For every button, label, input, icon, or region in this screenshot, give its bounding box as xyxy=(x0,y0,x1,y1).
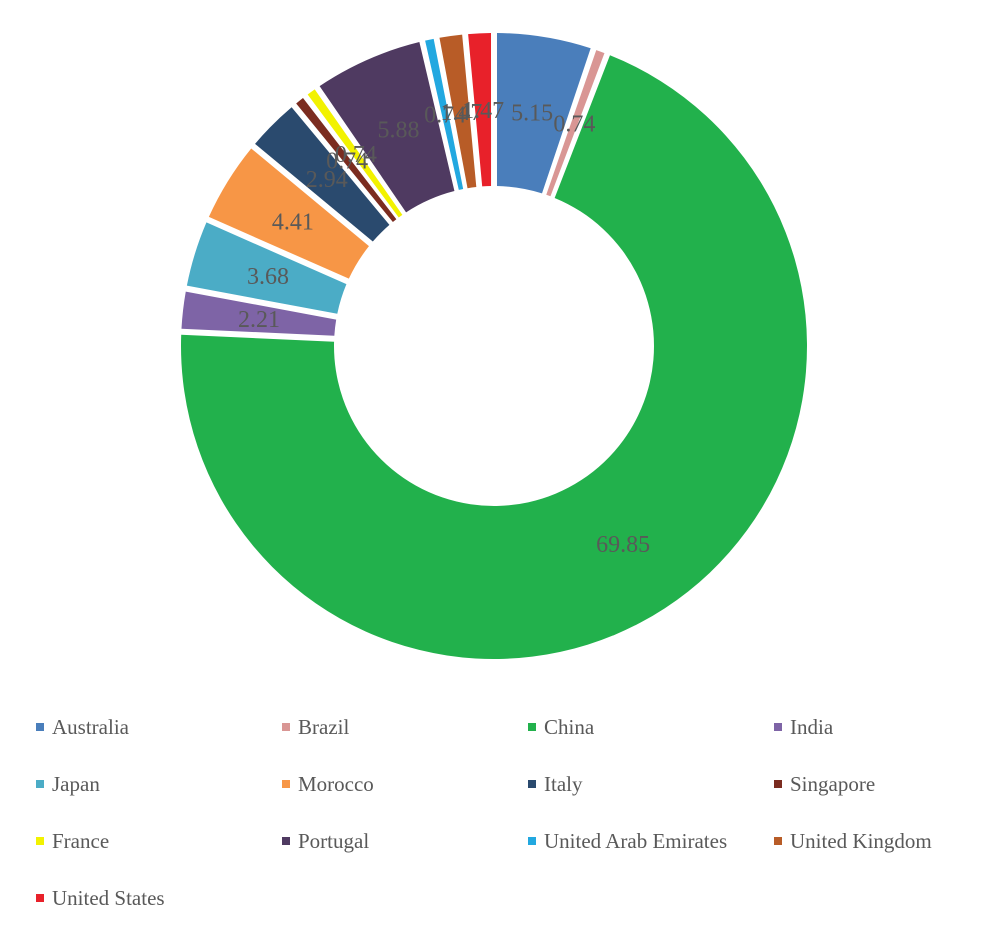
legend-label-australia: Australia xyxy=(52,714,129,739)
data-label-france: 0.74 xyxy=(335,142,377,168)
legend-label-united-kingdom: United Kingdom xyxy=(790,828,932,853)
legend-swatch-united-kingdom xyxy=(774,837,782,845)
data-label-australia: 5.15 xyxy=(511,101,553,127)
legend-label-japan: Japan xyxy=(52,771,100,796)
slice-australia xyxy=(496,33,591,194)
slice-singapore xyxy=(296,98,397,223)
legend-item-japan: Japan xyxy=(36,765,282,803)
legend-swatch-japan xyxy=(36,780,44,788)
legend-swatch-portugal xyxy=(282,837,290,845)
data-label-brazil: 0.74 xyxy=(553,112,595,138)
legend-label-singapore: Singapore xyxy=(790,771,876,796)
legend-swatch-morocco xyxy=(282,780,290,788)
legend-item-portugal: Portugal xyxy=(282,822,528,860)
legend-item-singapore: Singapore xyxy=(774,765,996,803)
legend-item-india: India xyxy=(774,708,996,746)
data-label-united-arab-emirates: 0.74 xyxy=(424,103,466,129)
legend-swatch-singapore xyxy=(774,780,782,788)
legend-item-united-arab-emirates: United Arab Emirates xyxy=(528,822,774,860)
slice-japan xyxy=(186,222,347,314)
slice-united-states xyxy=(468,33,492,187)
legend-label-morocco: Morocco xyxy=(298,771,374,796)
legend-label-china: China xyxy=(544,714,595,739)
legend: Australia Brazil China India Japan Morocco Ita… xyxy=(36,708,996,936)
legend-item-united-states: United States xyxy=(36,879,282,917)
legend-swatch-australia xyxy=(36,723,44,731)
legend-swatch-china xyxy=(528,723,536,731)
data-label-portugal: 5.88 xyxy=(377,118,419,144)
donut-chart-svg: 5.15 0.7469.852.213.684.412.940.740.745.8… xyxy=(181,33,807,660)
slice-morocco xyxy=(208,148,369,279)
legend-item-italy: Italy xyxy=(528,765,774,803)
legend-item-france: France xyxy=(36,822,282,860)
data-label-india: 2.21 xyxy=(238,307,280,333)
slice-united-kingdom xyxy=(439,34,477,189)
legend-label-italy: Italy xyxy=(544,771,583,796)
data-label-italy: 2.94 xyxy=(306,167,348,193)
data-label-morocco: 4.41 xyxy=(272,210,314,236)
data-label-singapore: 0.74 xyxy=(326,149,368,175)
legend-swatch-united-states xyxy=(36,894,44,902)
legend-swatch-india xyxy=(774,723,782,731)
slice-india xyxy=(181,291,337,336)
legend-swatch-france xyxy=(36,837,44,845)
legend-label-united-arab-emirates: United Arab Emirates xyxy=(544,828,728,853)
data-labels-layer: 5.15 0.7469.852.213.684.412.940.740.745.8… xyxy=(238,98,650,558)
legend-swatch-brazil xyxy=(282,723,290,731)
legend-item-united-kingdom: United Kingdom xyxy=(774,822,996,860)
data-label-japan: 3.68 xyxy=(247,264,289,290)
slices-layer xyxy=(181,33,807,660)
slice-portugal xyxy=(319,42,455,213)
legend-item-china: China xyxy=(528,708,774,746)
data-label-china: 69.85 xyxy=(596,532,650,558)
slice-france xyxy=(307,89,403,218)
data-label-united-kingdom: 1.47 xyxy=(440,100,482,126)
legend-swatch-united-arab-emirates xyxy=(528,837,536,845)
legend-item-brazil: Brazil xyxy=(282,708,528,746)
legend-label-united-states: United States xyxy=(52,885,165,910)
legend-label-france: France xyxy=(52,828,110,853)
slice-china xyxy=(181,55,807,660)
legend-label-portugal: Portugal xyxy=(298,828,370,853)
legend-item-australia: Australia xyxy=(36,708,282,746)
legend-swatch-italy xyxy=(528,780,536,788)
slice-united-arab-emirates xyxy=(425,38,464,190)
legend-item-morocco: Morocco xyxy=(282,765,528,803)
data-label-united-states: 1.47 xyxy=(462,98,504,124)
slice-italy xyxy=(255,107,390,242)
legend-label-india: India xyxy=(790,714,834,739)
slice-brazil xyxy=(546,50,605,197)
legend-label-brazil: Brazil xyxy=(298,714,350,739)
